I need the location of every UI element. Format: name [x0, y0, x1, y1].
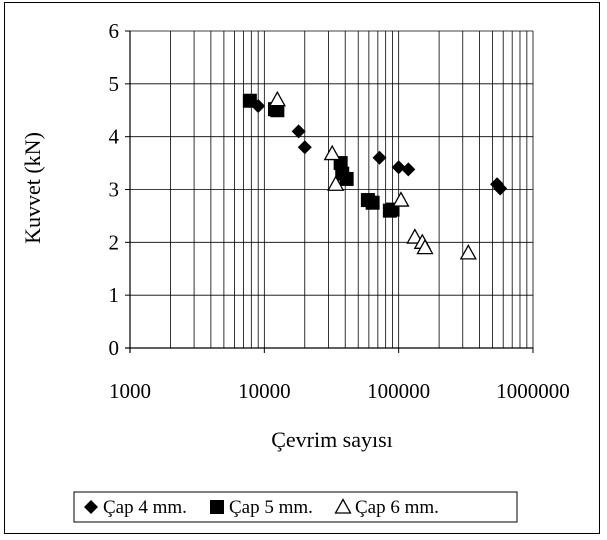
data-point — [291, 124, 306, 139]
data-point — [391, 160, 406, 175]
series-3 — [268, 90, 477, 260]
legend-label: Çap 5 mm. — [229, 497, 313, 518]
y-tick-label: 1 — [109, 283, 120, 307]
x-tick-labels: 1000 10000 100000 1000000 — [109, 379, 570, 403]
chart-frame — [4, 2, 600, 534]
data-point — [297, 140, 312, 155]
data-point — [493, 181, 508, 196]
y-tick-label: 0 — [109, 336, 120, 360]
x-tick-label: 1000000 — [496, 379, 570, 403]
data-point — [323, 144, 341, 161]
legend-marker — [334, 498, 352, 514]
series-2 — [242, 93, 400, 218]
data-point — [242, 93, 257, 108]
x-tick-label: 100000 — [367, 379, 430, 403]
y-tick-labels: 0 1 2 3 4 5 6 — [109, 19, 120, 360]
legend: Çap 4 mm. Çap 5 mm. Çap 6 mm. — [73, 491, 518, 523]
data-point — [365, 195, 380, 210]
series-1 — [251, 99, 508, 196]
data-point — [459, 244, 477, 260]
data-point — [268, 90, 286, 107]
data-point — [416, 238, 434, 255]
x-axis-title: Çevrim sayısı — [271, 427, 393, 452]
legend-marker — [210, 500, 224, 514]
axes — [125, 30, 534, 353]
y-tick-label: 3 — [109, 178, 120, 202]
legend-label: Çap 4 mm. — [103, 497, 187, 518]
data-point — [339, 171, 354, 186]
x-tick-label: 10000 — [238, 379, 291, 403]
data-point — [372, 150, 387, 165]
data-points — [242, 90, 508, 260]
data-point — [270, 103, 285, 118]
y-tick-label: 2 — [109, 230, 120, 254]
y-tick-label: 6 — [109, 19, 120, 43]
legend-label: Çap 6 mm. — [355, 497, 439, 518]
x-tick-label: 1000 — [109, 379, 151, 403]
legend-box — [73, 491, 518, 523]
data-point — [401, 162, 416, 177]
y-tick-label: 4 — [109, 125, 120, 149]
data-point — [392, 191, 410, 207]
legend-marker — [84, 500, 98, 514]
data-point — [327, 175, 345, 191]
y-tick-label: 5 — [109, 72, 120, 96]
data-point — [406, 228, 424, 244]
y-axis-title: Kuvvet (kN) — [20, 132, 45, 244]
